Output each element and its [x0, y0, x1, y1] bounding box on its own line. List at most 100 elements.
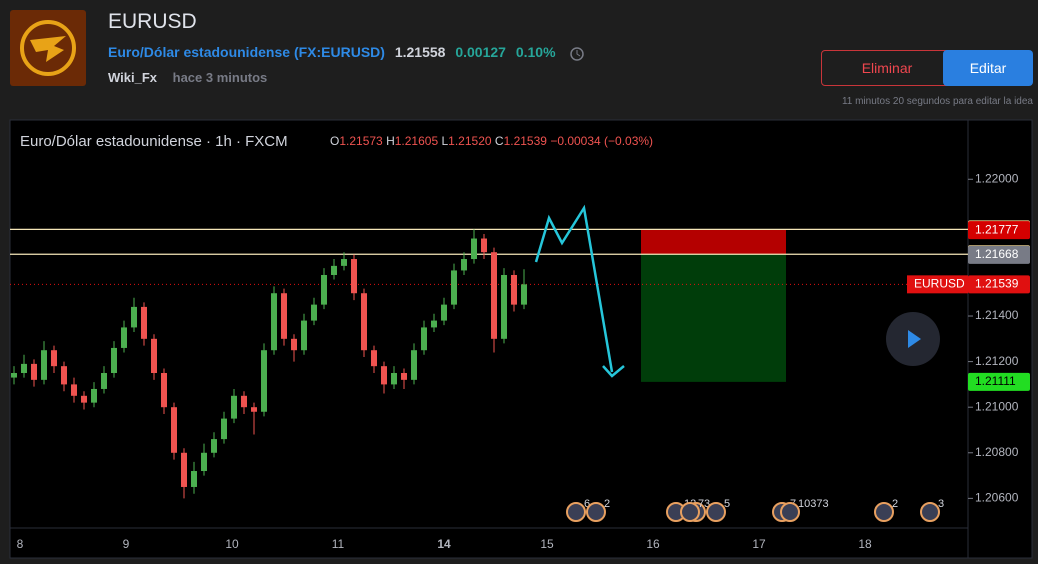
candle-body [451, 270, 457, 305]
candle-body [151, 338, 157, 374]
y-tick-label: 1.20800 [975, 445, 1019, 459]
chart-panel [9, 119, 1033, 559]
candle-body [81, 395, 87, 403]
logo [10, 10, 86, 86]
candle-body [31, 363, 37, 380]
candle-body [71, 384, 77, 396]
drawn-arrow [534, 204, 614, 373]
candle-body [111, 347, 117, 374]
candle-body [431, 320, 437, 328]
candle-body [221, 418, 227, 440]
candle-body [301, 320, 307, 351]
candle-body [261, 350, 267, 412]
candle-body [341, 259, 347, 266]
candle-body [231, 395, 237, 419]
symbol-name[interactable]: Euro/Dólar estadounidense [108, 44, 291, 60]
symbol-ticker[interactable]: (FX:EURUSD) [293, 44, 385, 60]
price-label: 1.21777 [975, 222, 1019, 236]
c-value: 1.21539 [504, 134, 548, 148]
symbol-line: Euro/Dólar estadounidense (FX:EURUSD) 1.… [108, 44, 587, 62]
event-count: 3 [938, 498, 944, 510]
stop-zone [641, 229, 786, 255]
candle-body [491, 252, 497, 339]
candle-body [381, 366, 387, 385]
candle-body [211, 439, 217, 453]
candle-body [361, 293, 367, 351]
event-icon [566, 502, 586, 522]
legend-change: −0.00034 (−0.03%) [550, 134, 653, 148]
o-label: O [330, 134, 339, 148]
candle-body [351, 259, 357, 294]
candle-body [21, 363, 27, 374]
event-icon [780, 502, 800, 522]
price-tag: EURUSD [914, 277, 965, 291]
event-count: 10373 [798, 498, 829, 510]
x-tick-label: 17 [752, 537, 766, 551]
price: 1.21558 [394, 44, 446, 60]
x-tick-label: 16 [646, 537, 660, 551]
candle-body [371, 350, 377, 367]
candle-body [41, 350, 47, 380]
candle-body [271, 293, 277, 351]
candle-body [441, 304, 447, 321]
c-label: C [495, 134, 504, 148]
candle-body [331, 265, 337, 275]
l-value: 1.21520 [448, 134, 492, 148]
candle-body [521, 284, 527, 305]
drawn-arrow-head [602, 365, 625, 378]
author-line: Wiki_Fx hace 3 minutos [108, 70, 267, 85]
price-label-bg [968, 245, 1030, 264]
candle-body [61, 366, 67, 385]
time: hace 3 minutos [172, 70, 268, 85]
candle-body [501, 274, 507, 339]
legend-ohlc: O1.21573 H1.21605 L1.21520 C1.21539 −0.0… [330, 134, 653, 148]
price-tag-bg [907, 275, 968, 294]
edit-button[interactable]: Editar [943, 50, 1033, 86]
y-tick-label: 1.21200 [975, 354, 1019, 368]
l-label: L [441, 134, 448, 148]
event-icon [874, 502, 894, 522]
candle-body [511, 274, 517, 305]
candle-body [241, 395, 247, 408]
price-label: 1.21111 [975, 374, 1016, 388]
x-tick-label: 14 [437, 537, 451, 551]
candle-body [201, 452, 207, 472]
candle-body [461, 259, 467, 271]
event-count: 7 [698, 498, 704, 510]
edit-note: 11 minutos 20 segundos para editar la id… [841, 96, 1033, 107]
candle-body [251, 407, 257, 412]
change: 0.00127 [455, 44, 506, 60]
candle-body [321, 274, 327, 305]
event-icon [706, 502, 726, 522]
candle-body [11, 373, 17, 378]
y-tick-label: 1.20600 [975, 491, 1019, 505]
legend-title: Euro/Dólar estadounidense · 1h · FXCM [20, 133, 288, 150]
alert-icon[interactable] [567, 44, 587, 62]
candle-body [401, 373, 407, 380]
x-tick-label: 15 [540, 537, 554, 551]
price-label-bg [968, 372, 1030, 391]
candle-body [191, 471, 197, 487]
candle-body [311, 304, 317, 321]
candle-body [421, 327, 427, 351]
candle-body [141, 306, 147, 339]
change-pct: 0.10% [515, 44, 556, 60]
event-count: 6 [584, 498, 590, 510]
candle-body [181, 452, 187, 487]
candle-body [411, 350, 417, 380]
candle-body [481, 238, 487, 253]
event-count: 3 [704, 498, 710, 510]
candle-body [91, 388, 97, 403]
candle-body [121, 327, 127, 348]
candle-body [471, 238, 477, 260]
event-count: 5 [724, 498, 730, 510]
play-icon [908, 330, 921, 348]
x-tick-label: 9 [123, 537, 130, 551]
author[interactable]: Wiki_Fx [108, 70, 158, 85]
logo-icon [20, 20, 76, 76]
price-label-bg [968, 275, 1030, 294]
y-tick-label: 1.22000 [975, 171, 1019, 185]
candle-body [101, 373, 107, 389]
